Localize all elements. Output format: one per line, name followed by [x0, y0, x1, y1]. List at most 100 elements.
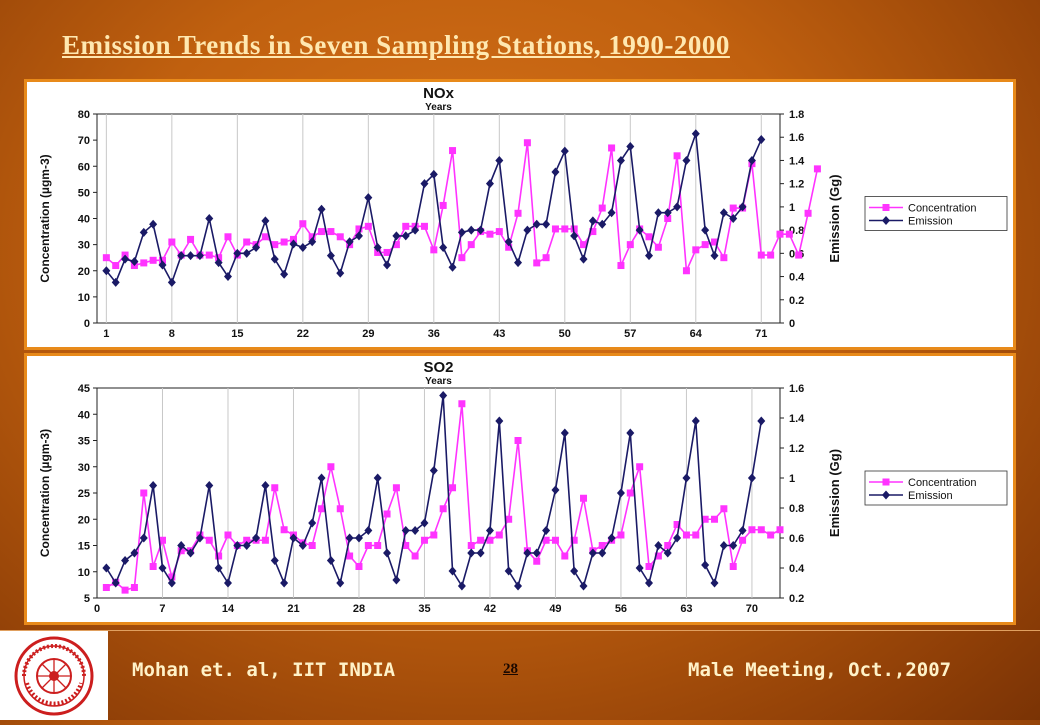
- so2-emission-point: [364, 526, 373, 535]
- so2-concentration-point: [243, 536, 251, 544]
- nox-y-tick-label: 10: [78, 292, 90, 304]
- nox-emission-point: [542, 219, 551, 229]
- so2-emission-point: [504, 566, 513, 576]
- nox-x-tick-label: 8: [169, 328, 175, 340]
- so2-x-tick-label: 21: [287, 603, 299, 615]
- nox-emission-point: [121, 254, 130, 264]
- so2-emission-point: [719, 541, 728, 550]
- nox-emission-point: [223, 272, 232, 282]
- so2-emission-point: [579, 581, 588, 591]
- so2-concentration-point: [130, 584, 138, 591]
- so2-emission-point: [532, 548, 541, 558]
- nox-emission-point: [663, 208, 672, 218]
- nox-concentration-point: [626, 241, 634, 249]
- nox-concentration-point: [692, 246, 700, 254]
- nox-y-tick-label: 40: [78, 214, 90, 226]
- nox-emission-point: [719, 208, 728, 218]
- nox-concentration-point: [261, 233, 269, 241]
- so2-emission-point: [701, 560, 710, 570]
- nox-emission-point: [177, 251, 186, 261]
- nox-plot-area: [96, 113, 781, 324]
- nox-concentration-point: [112, 262, 120, 270]
- nox-y2-tick-label: 1: [789, 202, 795, 214]
- nox-concentration-point: [673, 152, 681, 160]
- so2-emission-point: [373, 473, 382, 483]
- so2-chart-title: SO2: [423, 359, 453, 376]
- nox-emission-point: [747, 155, 756, 165]
- nox-emission-point: [270, 254, 279, 264]
- nox-concentration-point: [523, 139, 531, 147]
- nox-concentration-point: [757, 251, 765, 259]
- so2-emission-point: [738, 526, 747, 535]
- nox-chart-title: NOx: [423, 85, 455, 102]
- so2-emission-point: [158, 563, 167, 573]
- nox-emission-point: [354, 231, 363, 241]
- nox-y-tick-label: 70: [78, 135, 90, 147]
- nox-emission-point: [336, 268, 345, 278]
- nox-emission-point: [588, 216, 597, 226]
- so2-legend-marker: [882, 490, 890, 500]
- so2-concentration-point: [776, 526, 784, 534]
- so2-emission-point: [429, 466, 438, 475]
- so2-y-tick-label: 15: [78, 541, 90, 553]
- nox-emission-point: [729, 214, 738, 223]
- so2-emission-point: [195, 533, 204, 543]
- nox-legend-box: [864, 196, 1008, 231]
- nox-x-tick-label: 64: [690, 328, 703, 340]
- so2-concentration-point: [411, 552, 419, 560]
- nox-emission-point: [149, 219, 158, 229]
- nox-concentration-point: [140, 259, 148, 267]
- nox-concentration-point: [813, 165, 821, 173]
- so2-y2-tick-label: 1.6: [789, 383, 804, 395]
- so2-emission-point: [130, 548, 139, 558]
- nox-emission-point: [233, 248, 242, 258]
- nox-concentration-point: [682, 267, 690, 275]
- so2-concentration-point: [420, 536, 428, 544]
- so2-emission-point: [616, 488, 625, 498]
- so2-x-tick-label: 56: [615, 603, 627, 615]
- so2-concentration-point: [495, 531, 503, 539]
- so2-emission-point: [570, 566, 579, 576]
- nox-y2-tick-label: 1.4: [789, 155, 805, 167]
- nox-concentration-point: [654, 243, 662, 251]
- so2-concentration-point: [739, 536, 747, 544]
- so2-x-tick-label: 42: [484, 603, 496, 615]
- so2-y-tick-label: 10: [78, 567, 90, 579]
- so2-emission-point: [467, 548, 476, 558]
- nox-concentration-point: [271, 241, 279, 249]
- so2-x-tick-label: 35: [418, 603, 430, 615]
- so2-x-tick-label: 70: [746, 603, 758, 615]
- nox-concentration-point: [804, 209, 812, 217]
- so2-emission-point: [560, 428, 569, 438]
- nox-emission-point: [167, 277, 176, 287]
- so2-concentration-point: [654, 552, 662, 560]
- nox-x-tick-label: 71: [755, 328, 767, 340]
- nox-concentration-point: [608, 144, 616, 152]
- nox-emission-point: [635, 225, 644, 235]
- so2-concentration-point: [439, 505, 447, 513]
- so2-emission-point: [626, 428, 635, 438]
- nox-concentration-point: [420, 222, 428, 230]
- nox-concentration-point: [430, 246, 438, 254]
- so2-emission-point: [411, 526, 420, 535]
- nox-concentration-point: [729, 204, 737, 212]
- nox-concentration-point: [336, 233, 344, 241]
- nox-y-axis-label: Concentration (µgm-3): [38, 154, 52, 282]
- so2-emission-point: [111, 578, 120, 588]
- nox-emission-point: [429, 169, 438, 179]
- so2-y-tick-label: 30: [78, 462, 90, 474]
- nox-emission-point: [616, 155, 625, 165]
- so2-y2-tick-label: 0.6: [789, 533, 804, 545]
- nox-concentration-point: [205, 251, 213, 259]
- so2-concentration-point: [383, 510, 391, 518]
- nox-x-tick-label: 50: [559, 328, 571, 340]
- nox-emission-point: [738, 202, 747, 212]
- so2-emission-point: [298, 541, 307, 550]
- nox-concentration-point: [664, 215, 672, 222]
- nox-emission-point: [579, 254, 588, 264]
- nox-y-tick-label: 0: [84, 318, 90, 330]
- nox-concentration-point: [551, 225, 559, 233]
- nox-concentration-point: [215, 254, 223, 262]
